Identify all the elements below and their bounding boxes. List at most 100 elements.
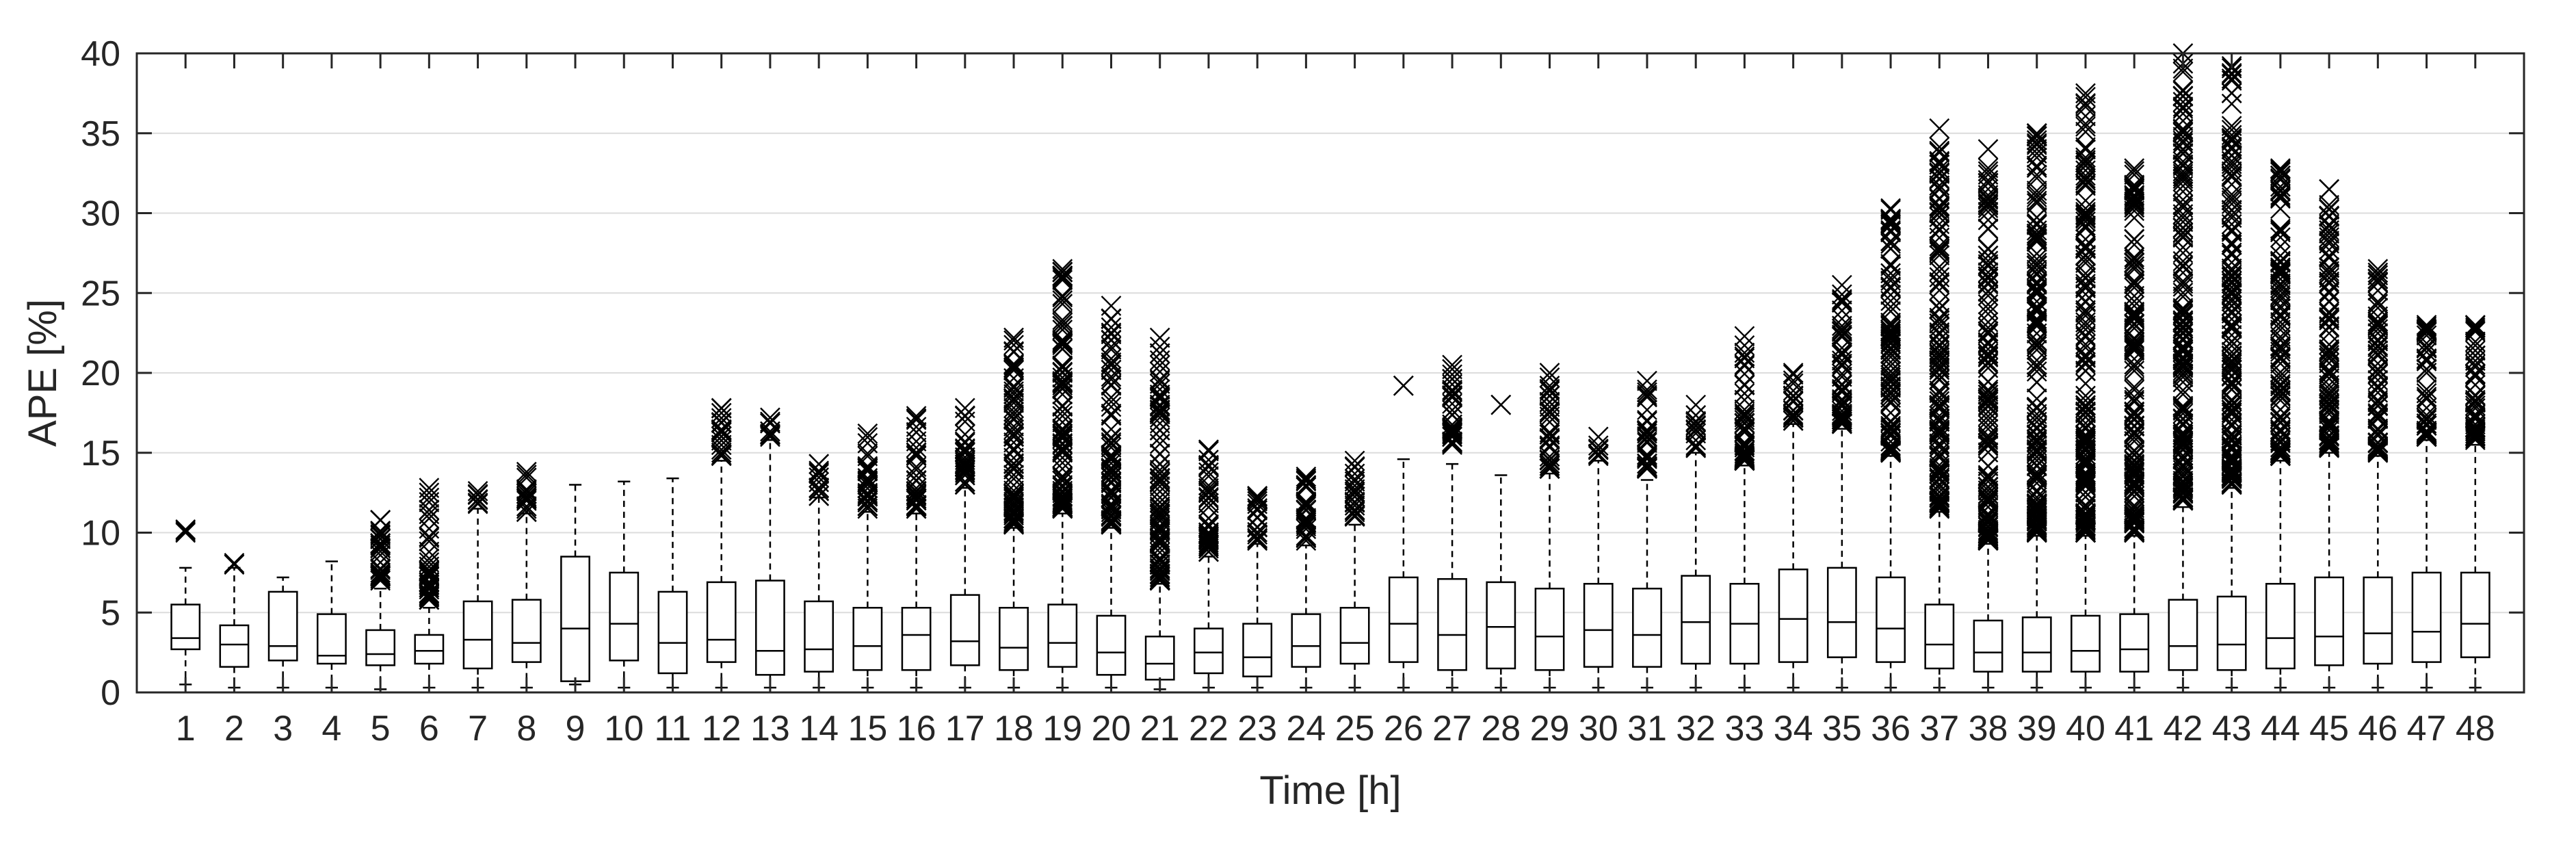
outlier-marker [1149,532,1170,554]
outlier-marker [1880,417,1901,439]
outlier-marker [1929,347,1950,368]
box [2460,571,2490,658]
outlier-marker [370,525,391,546]
outlier-marker [2465,428,2486,449]
outlier-marker [2172,237,2194,258]
outlier-marker [1880,402,1901,424]
x-axis-title: Time [h] [1259,768,1401,813]
outlier-marker [2172,262,2194,283]
x-tick-label: 20 [1092,709,1131,749]
outlier-marker [1832,315,1852,337]
outlier-marker [1929,152,1950,173]
outlier-marker [2465,395,2486,416]
box [2314,576,2345,666]
outlier-marker [1637,447,1657,468]
outlier-marker [2172,276,2194,297]
outlier-marker [1880,347,1901,367]
outlier-marker [1880,316,1901,337]
x-tick-label: 42 [2164,709,2203,749]
outlier-marker [1149,460,1170,480]
outlier-marker [2270,179,2291,200]
outlier-marker [2026,313,2047,335]
x-tick-label: 6 [419,709,439,749]
outlier-marker [1637,411,1657,432]
outlier-marker [2270,390,2291,411]
box [852,606,883,671]
outlier-marker [2221,131,2242,151]
outlier-marker [516,502,537,522]
outlier-marker [1880,210,1901,231]
outlier-marker [1149,549,1170,570]
x-tick-label: 31 [1627,709,1667,749]
outlier-marker [1052,294,1073,315]
y-tick-label: 0 [101,673,120,713]
box [609,571,640,662]
outlier-marker [1783,363,1804,383]
outlier-marker [2075,337,2096,358]
outlier-marker [419,562,440,582]
outlier-marker [1783,370,1804,391]
outlier-marker [2026,372,2047,393]
outlier-marker [1149,554,1170,575]
outlier-marker [2319,364,2339,385]
outlier-marker [2172,350,2194,371]
outlier-marker [2026,398,2047,419]
outlier-marker [1052,285,1073,307]
outlier-marker [1880,277,1901,298]
box [706,581,737,663]
x-tick-label: 48 [2456,709,2495,749]
outlier-marker [2172,413,2194,434]
outlier-marker [2319,345,2339,365]
outlier-marker [1977,239,1999,260]
outlier-marker [2319,307,2339,328]
outlier-marker [2319,415,2339,436]
outlier-marker [2367,403,2389,424]
outlier-marker [2270,442,2291,463]
outlier-marker [1685,415,1707,437]
outlier-marker [2270,273,2291,294]
box [1924,603,1955,670]
outlier-marker [1149,538,1170,558]
outlier-marker [1149,361,1170,382]
x-tick-label: 18 [994,709,1034,749]
outlier-marker [1052,268,1073,289]
outlier-marker [2172,189,2194,210]
box [1778,568,1809,663]
outlier-marker [1149,370,1170,391]
outlier-marker [2075,211,2096,232]
outlier-marker [2221,93,2242,114]
outlier-marker [2172,133,2194,153]
outlier-marker [2124,376,2145,398]
outlier-marker [2026,248,2047,270]
outlier-marker [1344,456,1365,477]
outlier-marker [1929,168,1950,189]
outlier-marker [2026,187,2047,208]
outlier-marker [1003,419,1024,440]
outlier-marker [1052,265,1073,287]
outlier-marker [1101,369,1122,390]
outlier-marker [2075,437,2096,458]
outlier-marker [2221,375,2242,395]
outlier-marker [2465,374,2486,395]
outlier-marker [2221,350,2242,371]
outlier-marker [2026,417,2047,438]
outlier-marker [2026,315,2047,337]
outlier-marker [1880,369,1901,391]
outlier-marker [1977,497,1999,517]
outlier-marker [2319,404,2339,424]
outlier-marker [1588,435,1609,456]
outlier-marker [2124,482,2145,503]
outlier-marker [2075,456,2096,477]
outlier-marker [1929,195,1950,216]
outlier-marker [1977,471,1999,492]
outlier-marker [857,486,878,507]
outlier-marker [1977,201,1999,222]
outlier-marker [760,413,780,434]
outlier-marker [1588,444,1609,465]
outlier-marker [1003,408,1024,429]
outlier-marker [1637,457,1657,478]
outlier-marker [2172,110,2194,131]
outlier-marker [2026,190,2047,211]
outlier-marker [2124,328,2145,348]
outlier-marker [2172,336,2194,356]
